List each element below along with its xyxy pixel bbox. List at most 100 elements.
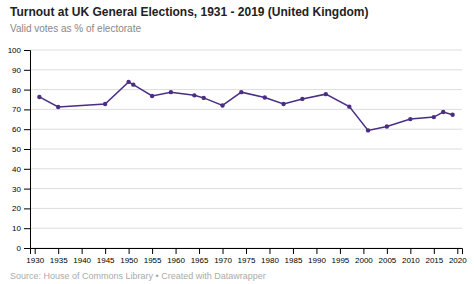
y-tick-mark [24,228,30,229]
point [169,90,173,94]
y-tick-label: 20 [12,204,21,213]
x-tick: 1955 [144,248,162,265]
y-tick: 10 [12,224,30,233]
x-tick: 1980 [261,248,279,265]
point [300,97,304,101]
grid-line [30,109,462,110]
point [347,104,351,108]
chart: Turnout at UK General Elections, 1931 - … [0,0,474,284]
point [131,82,135,86]
grid-line [30,89,462,90]
y-tick-mark [24,70,30,71]
x-tick-label: 2005 [378,256,396,265]
y-tick: 100 [8,46,30,55]
x-tick-mark [293,248,294,254]
x-tick-label: 1965 [191,256,209,265]
x-tick: 1945 [97,248,115,265]
x-tick: 1935 [50,248,68,265]
x-tick-mark [152,248,153,254]
y-tick-label: 70 [12,105,21,114]
x-tick-mark [82,248,83,254]
x-tick-mark [58,248,59,254]
x-tick-mark [269,248,270,254]
x-tick: 2000 [355,248,373,265]
x-tick: 1960 [167,248,185,265]
x-axis-line [31,249,463,255]
x-tick-label: 1960 [167,256,185,265]
x-tick: 1985 [285,248,303,265]
x-tick-mark [35,248,36,254]
plot: 1930 1935 1940 1945 1950 1955 1960 1965 1970 1975… [8,46,468,265]
x-tick-label: 2010 [402,256,420,265]
point [324,92,328,96]
x-tick-label: 2000 [355,256,373,265]
x-tick-mark [105,248,106,254]
line [39,82,452,131]
point [263,95,267,99]
y-tick: 60 [12,125,30,134]
y-axis-line [24,51,31,249]
point [408,117,412,121]
point [450,113,454,117]
y-tick-mark [24,90,30,91]
grid-line [30,149,462,150]
point [37,95,41,99]
y-tick-label: 40 [12,165,21,174]
x-tick-label: 1990 [308,256,326,265]
y-tick: 30 [12,185,30,194]
y-tick-mark [24,208,30,209]
title: Turnout at UK General Elections, 1931 - … [10,5,369,19]
x-tick: 2020 [449,248,467,265]
x-tick-label: 1950 [120,256,138,265]
x-tick-mark [410,248,411,254]
y-tick-mark [24,169,30,170]
x-tick: 2010 [402,248,420,265]
x-tick: 2005 [378,248,396,265]
x-tick-mark [246,248,247,254]
x-tick-label: 1980 [261,256,279,265]
grid-line [30,129,462,130]
y-tick: 20 [12,204,30,213]
x-tick-label: 1970 [214,256,232,265]
y-tick-label: 50 [12,145,21,154]
x-tick-mark [129,248,130,254]
y-tick: 40 [12,165,30,174]
x-tick: 1975 [238,248,256,265]
y-tick-label: 10 [12,224,21,233]
marks [37,80,455,133]
y-axis: 0 10 20 30 40 50 60 70 80 90 100 [8,46,31,253]
grid-line [30,208,462,209]
y-tick: 80 [12,86,30,95]
y-tick-label: 60 [12,125,21,134]
x-tick-mark [457,248,458,254]
x-tick-mark [363,248,364,254]
x-tick-label: 1935 [50,256,68,265]
point [441,110,445,114]
x-axis: 1930 1935 1940 1945 1950 1955 1960 1965 1970 1975… [26,248,467,265]
y-tick-label: 80 [12,86,21,95]
subtitle: Valid votes as % of electorate [10,23,141,34]
grid-line [30,188,462,189]
x-tick-mark [199,248,200,254]
x-tick-label: 1975 [238,256,256,265]
point [192,93,196,97]
grid [30,50,462,248]
grid-line [30,50,462,51]
x-tick: 1930 [26,248,44,265]
x-tick-label: 2020 [449,256,467,265]
x-tick: 2015 [425,248,443,265]
x-tick: 1995 [332,248,350,265]
y-tick-label: 90 [12,66,21,75]
point [432,115,436,119]
point [126,80,130,84]
y-tick: 90 [12,66,30,75]
x-tick-mark [387,248,388,254]
x-tick-label: 1995 [332,256,350,265]
grid-line [30,69,462,70]
x-tick: 1990 [308,248,326,265]
x-tick-mark [316,248,317,254]
x-tick-label: 1940 [73,256,91,265]
y-tick-mark [24,149,30,150]
point [239,90,243,94]
y-tick-label: 0 [17,244,22,253]
